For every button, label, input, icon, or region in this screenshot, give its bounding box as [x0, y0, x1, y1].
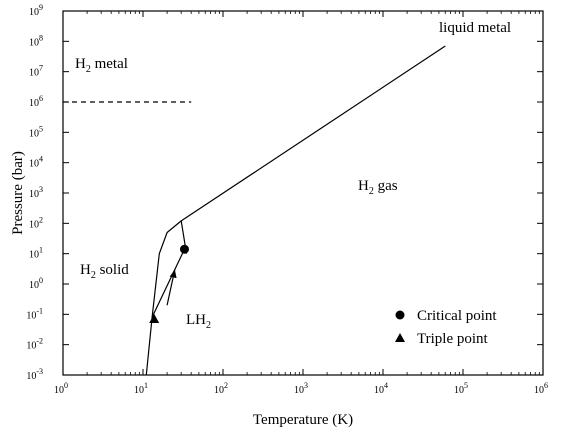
label-liquid-metal: liquid metal — [439, 20, 511, 36]
y-tick-label-6-exp: 3 — [39, 185, 43, 194]
label-h2-gas-pre: H — [358, 178, 369, 194]
y-axis-title: Pressure (bar) — [10, 151, 26, 235]
legend: Critical point Triple point — [395, 308, 497, 347]
x-tick-label-4: 104 — [374, 381, 388, 396]
label-lh2: LH2 — [186, 312, 211, 331]
label-h2-metal-post: metal — [91, 56, 128, 72]
label-h2-solid-post: solid — [96, 262, 129, 278]
y-tick-label-3-base: 10 — [29, 280, 39, 291]
melting-curve-line — [145, 220, 182, 376]
y-tick-label-2-base: 10 — [26, 310, 36, 321]
y-tick-label-12-base: 10 — [29, 7, 39, 18]
label-lh2-sub: 2 — [206, 320, 211, 331]
legend-critical-point-marker — [395, 310, 405, 320]
legend-triple-point-marker — [395, 333, 405, 342]
label-h2-metal-sub: 2 — [86, 64, 91, 75]
x-tick-label-2-exp: 2 — [224, 381, 228, 390]
phase-curves — [63, 45, 446, 376]
x-tick-label-4-exp: 4 — [384, 381, 388, 390]
x-tick-label-1: 101 — [134, 381, 148, 396]
gas-liquid-metal-boundary-line — [180, 45, 446, 222]
x-tick-label-3-base: 10 — [294, 385, 304, 396]
legend-triple-point-label: Triple point — [417, 331, 489, 347]
label-h2-solid-sub: 2 — [91, 270, 96, 281]
y-tick-label-9-base: 10 — [29, 98, 39, 109]
y-tick-label-7: 104 — [29, 155, 43, 170]
y-tick-label-8-exp: 5 — [39, 124, 43, 133]
y-tick-label-6-base: 10 — [29, 189, 39, 200]
x-tick-label-2: 102 — [214, 381, 228, 396]
x-tick-label-0: 100 — [54, 381, 68, 396]
y-tick-label-4: 101 — [29, 246, 43, 261]
y-tick-label-2-exp: -1 — [36, 306, 43, 315]
y-tick-label-1-exp: -2 — [36, 337, 43, 346]
axis-ticks: 100 101 102 103 104 105 10610-310-210-11001011… — [26, 3, 548, 396]
x-tick-label-3-exp: 3 — [304, 381, 308, 390]
y-tick-label-9: 106 — [29, 94, 43, 109]
y-tick-label-12: 109 — [29, 3, 43, 18]
x-tick-label-5-base: 10 — [454, 385, 464, 396]
point-markers — [149, 244, 189, 323]
y-tick-label-1-base: 10 — [26, 341, 36, 352]
y-tick-label-7-exp: 4 — [39, 155, 43, 164]
x-tick-label-5: 105 — [454, 381, 468, 396]
label-h2-gas-post: gas — [374, 178, 398, 194]
y-tick-label-5-base: 10 — [29, 219, 39, 230]
y-tick-label-3: 100 — [29, 276, 43, 291]
x-tick-label-3: 103 — [294, 381, 308, 396]
label-h2-solid-pre: H — [80, 262, 91, 278]
y-tick-label-10: 107 — [29, 64, 43, 79]
label-h2-gas-sub: 2 — [369, 186, 374, 197]
y-tick-label-0-base: 10 — [26, 371, 36, 382]
vapor-curve-line — [151, 248, 186, 318]
x-tick-label-4-base: 10 — [374, 385, 384, 396]
y-tick-label-0: 10-3 — [26, 367, 43, 382]
label-lh2-pre: LH — [186, 312, 206, 328]
y-tick-label-5-exp: 2 — [39, 215, 43, 224]
critical-point-marker — [179, 244, 189, 254]
y-tick-label-8: 105 — [29, 124, 43, 139]
triple-point-marker — [149, 314, 160, 323]
y-tick-label-9-exp: 6 — [39, 94, 43, 103]
y-tick-label-3-exp: 0 — [39, 276, 43, 285]
x-tick-label-6: 106 — [534, 381, 548, 396]
y-tick-label-11: 108 — [29, 33, 43, 48]
y-tick-label-11-exp: 8 — [39, 33, 43, 42]
label-h2-solid: H2 solid — [80, 262, 129, 281]
lh2-arrow-head — [169, 269, 177, 279]
y-tick-label-10-exp: 7 — [39, 64, 43, 73]
label-h2-metal: H2 metal — [75, 56, 128, 75]
x-tick-label-6-base: 10 — [534, 385, 544, 396]
y-tick-label-12-exp: 9 — [39, 3, 43, 12]
y-tick-label-10-base: 10 — [29, 68, 39, 79]
y-tick-label-0-exp: -3 — [36, 367, 43, 376]
y-tick-label-6: 103 — [29, 185, 43, 200]
x-tick-label-0-base: 10 — [54, 385, 64, 396]
x-axis-title: Temperature (K) — [253, 412, 353, 428]
y-tick-label-4-base: 10 — [29, 250, 39, 261]
y-tick-label-4-exp: 1 — [39, 246, 43, 255]
label-h2-gas: H2 gas — [358, 178, 398, 197]
y-tick-label-7-base: 10 — [29, 159, 39, 170]
y-tick-label-5: 102 — [29, 215, 43, 230]
x-tick-label-1-base: 10 — [134, 385, 144, 396]
y-tick-label-2: 10-1 — [26, 306, 43, 321]
x-tick-label-0-exp: 0 — [64, 381, 68, 390]
legend-critical-point-label: Critical point — [417, 308, 497, 324]
y-tick-label-11-base: 10 — [29, 37, 39, 48]
x-tick-label-6-exp: 6 — [544, 381, 548, 390]
y-tick-label-8-base: 10 — [29, 128, 39, 139]
x-tick-label-1-exp: 1 — [144, 381, 148, 390]
label-h2-metal-pre: H — [75, 56, 86, 72]
x-tick-label-2-base: 10 — [214, 385, 224, 396]
y-tick-label-1: 10-2 — [26, 337, 43, 352]
x-tick-label-5-exp: 5 — [464, 381, 468, 390]
